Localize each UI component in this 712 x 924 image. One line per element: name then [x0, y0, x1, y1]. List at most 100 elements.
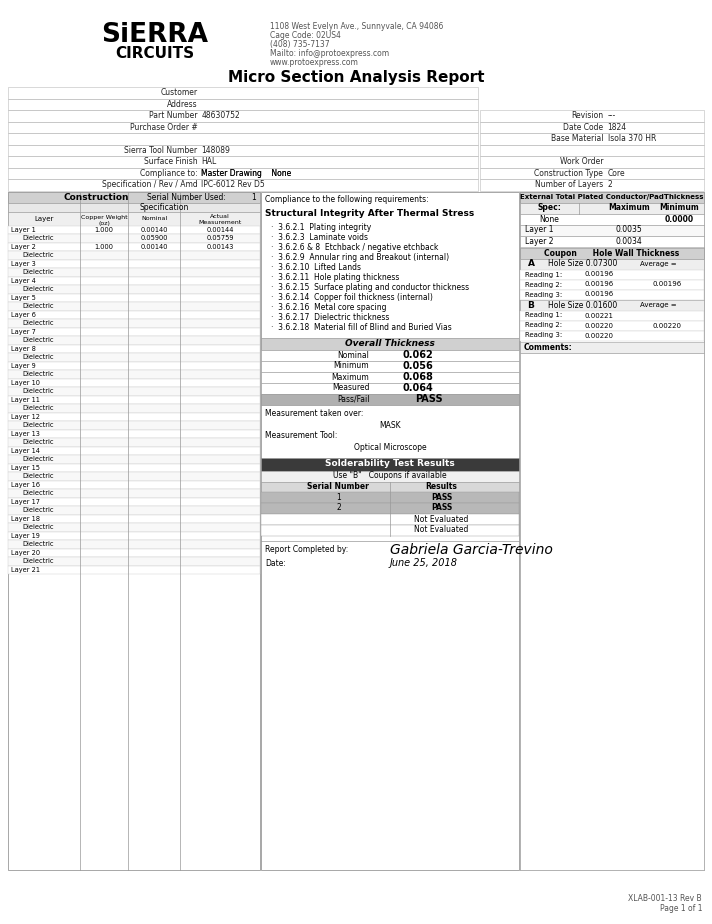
- Bar: [520, 259, 704, 270]
- Bar: [8, 294, 260, 302]
- Text: Dielectric: Dielectric: [22, 303, 53, 310]
- Text: Dielectric: Dielectric: [22, 541, 53, 547]
- Text: June 25, 2018: June 25, 2018: [390, 558, 458, 568]
- Text: ·  3.6.2.1  Plating integrity: · 3.6.2.1 Plating integrity: [271, 223, 371, 232]
- Bar: [480, 179, 704, 190]
- Text: Dielectric: Dielectric: [22, 422, 53, 428]
- Text: (oz): (oz): [98, 221, 110, 225]
- Text: Dielectric: Dielectric: [22, 491, 53, 496]
- Bar: [8, 549, 260, 557]
- Bar: [8, 302, 260, 310]
- Text: 0.00221: 0.00221: [585, 312, 614, 319]
- Text: Layer 15: Layer 15: [11, 465, 40, 470]
- Bar: [8, 336, 260, 345]
- Text: 0.064: 0.064: [403, 383, 434, 393]
- Text: Spec:: Spec:: [538, 203, 561, 213]
- Text: Cage Code: 02US4: Cage Code: 02US4: [270, 31, 341, 40]
- Bar: [261, 383, 519, 394]
- Text: Layer 18: Layer 18: [11, 516, 40, 522]
- Text: Layer 19: Layer 19: [11, 533, 40, 539]
- Text: XLAB-001-13 Rev B
Page 1 of 1: XLAB-001-13 Rev B Page 1 of 1: [629, 894, 702, 914]
- Bar: [8, 234, 260, 242]
- Bar: [8, 327, 260, 336]
- Bar: [520, 225, 704, 236]
- Bar: [261, 492, 519, 503]
- Bar: [8, 455, 260, 464]
- Text: Layer 14: Layer 14: [11, 448, 40, 454]
- Text: Compliance to the following requirements:: Compliance to the following requirements…: [265, 196, 429, 204]
- Text: Measurement: Measurement: [199, 221, 241, 225]
- Bar: [8, 446, 260, 455]
- Text: 1108 West Evelyn Ave., Sunnyvale, CA 94086: 1108 West Evelyn Ave., Sunnyvale, CA 940…: [270, 22, 444, 31]
- Text: Gabriela Garcia-Trevino: Gabriela Garcia-Trevino: [390, 543, 553, 557]
- Bar: [8, 515, 260, 523]
- Text: Layer 5: Layer 5: [11, 295, 36, 300]
- Text: A: A: [528, 260, 535, 269]
- Bar: [480, 133, 704, 144]
- Bar: [8, 489, 260, 497]
- Bar: [520, 191, 704, 870]
- Text: Layer: Layer: [34, 215, 53, 222]
- Text: Dielectric: Dielectric: [22, 236, 53, 241]
- Bar: [520, 191, 704, 202]
- Bar: [8, 353, 260, 361]
- Bar: [8, 523, 260, 531]
- Text: Dielectric: Dielectric: [22, 354, 53, 360]
- Bar: [520, 299, 704, 310]
- Text: ·  3.6.2.6 & 8  Etchback / negative etchback: · 3.6.2.6 & 8 Etchback / negative etchba…: [271, 242, 439, 251]
- Text: Layer 11: Layer 11: [11, 396, 40, 403]
- Text: Number of Layers: Number of Layers: [535, 180, 603, 189]
- Text: 0.00220: 0.00220: [652, 322, 681, 329]
- Bar: [261, 525, 519, 536]
- Text: Core: Core: [607, 169, 625, 177]
- Text: Optical Microscope: Optical Microscope: [354, 443, 426, 452]
- Text: 0.00140: 0.00140: [140, 226, 168, 233]
- Text: Report Completed by:: Report Completed by:: [265, 545, 348, 554]
- Text: Layer 4: Layer 4: [11, 278, 36, 284]
- Text: Minimum: Minimum: [659, 203, 699, 213]
- Text: Dielectric: Dielectric: [22, 337, 53, 343]
- Text: Specification / Rev / Amd: Specification / Rev / Amd: [102, 180, 197, 189]
- Text: Measurement Tool:: Measurement Tool:: [265, 432, 337, 441]
- Bar: [8, 87, 478, 99]
- Bar: [480, 121, 704, 133]
- Bar: [520, 279, 704, 289]
- Bar: [8, 212, 260, 225]
- Text: Construction Type: Construction Type: [534, 169, 603, 177]
- Text: Dielectric: Dielectric: [22, 388, 53, 395]
- Text: Hole Size 0.07300: Hole Size 0.07300: [548, 260, 617, 269]
- Text: Dielectric: Dielectric: [22, 456, 53, 462]
- Text: Layer 2: Layer 2: [11, 244, 36, 249]
- Text: Reading 3:: Reading 3:: [525, 291, 562, 298]
- Bar: [480, 110, 704, 121]
- Text: 0.0035: 0.0035: [616, 225, 642, 235]
- Text: Work Order: Work Order: [560, 157, 603, 166]
- Text: Measurement taken over:: Measurement taken over:: [265, 409, 363, 419]
- Text: 0.00220: 0.00220: [585, 322, 614, 329]
- Bar: [8, 472, 260, 480]
- Text: Reading 1:: Reading 1:: [525, 312, 562, 319]
- Bar: [8, 276, 260, 285]
- Bar: [8, 557, 260, 565]
- Text: Date Code: Date Code: [563, 123, 603, 132]
- Text: Master Drawing    None: Master Drawing None: [201, 169, 292, 177]
- Text: IPC-6012 Rev D5: IPC-6012 Rev D5: [201, 180, 265, 189]
- Bar: [261, 514, 519, 525]
- Text: Pass/Fail: Pass/Fail: [337, 395, 370, 404]
- Text: Copper Weight: Copper Weight: [80, 214, 127, 220]
- Bar: [8, 540, 260, 549]
- Text: Base Material: Base Material: [550, 134, 603, 143]
- Bar: [8, 531, 260, 540]
- Text: Reading 2:: Reading 2:: [525, 282, 562, 287]
- Bar: [520, 331, 704, 341]
- Text: ·  3.6.2.3  Laminate voids: · 3.6.2.3 Laminate voids: [271, 233, 368, 241]
- Text: Actual: Actual: [210, 214, 230, 220]
- Text: ·  3.6.2.14  Copper foil thickness (internal): · 3.6.2.14 Copper foil thickness (intern…: [271, 293, 433, 301]
- Text: ·  3.6.2.11  Hole plating thickness: · 3.6.2.11 Hole plating thickness: [271, 273, 399, 282]
- Text: Purchase Order #: Purchase Order #: [130, 123, 197, 132]
- Text: 0.0000: 0.0000: [664, 214, 693, 224]
- Text: 0.00196: 0.00196: [585, 272, 614, 277]
- Text: www.protoexpress.com: www.protoexpress.com: [270, 58, 359, 67]
- Text: 1.000: 1.000: [95, 244, 113, 249]
- Bar: [8, 191, 260, 202]
